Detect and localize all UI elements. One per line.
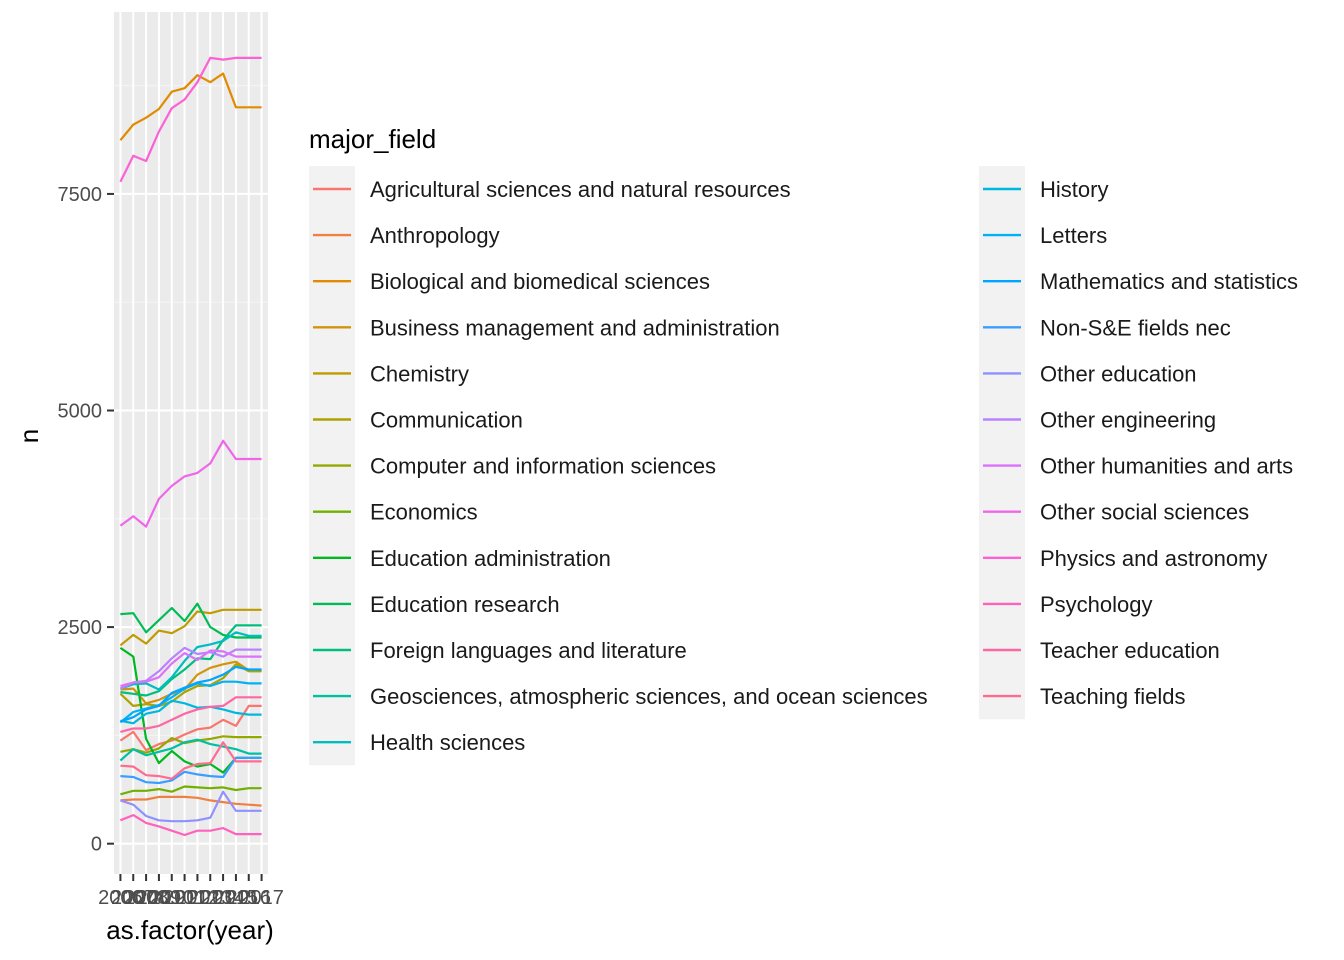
legend-label: Economics <box>370 500 478 525</box>
legend-label: Physics and astronomy <box>1040 546 1267 571</box>
series-line <box>119 738 262 762</box>
legend-label: Communication <box>370 408 523 433</box>
series-line <box>120 665 262 723</box>
x-tick-label: 2016 <box>227 887 272 909</box>
series-line <box>120 631 262 691</box>
x-tick-label: 2013 <box>188 887 233 909</box>
y-axis-title: n <box>14 429 44 443</box>
series-line <box>120 699 262 725</box>
legend-label: Teacher education <box>1040 638 1220 663</box>
legend-label: Biological and biomedical sciences <box>370 269 710 294</box>
series-line <box>119 704 262 752</box>
x-tick-label: 2008 <box>124 887 169 909</box>
series-line <box>119 813 262 837</box>
series-line <box>120 696 262 733</box>
series-line <box>120 785 262 796</box>
series-line <box>120 790 262 823</box>
x-tick-label: 2010 <box>150 887 195 909</box>
x-tick-label: 2006 <box>98 887 143 909</box>
legend-title: major_field <box>309 124 436 154</box>
legend-label: Agricultural sciences and natural resour… <box>370 177 791 202</box>
legend-label: Education research <box>370 592 560 617</box>
legend-label: Computer and information sciences <box>370 454 716 479</box>
legend-label: Psychology <box>1040 592 1153 617</box>
series-line <box>120 795 262 807</box>
y-tick-label: 2500 <box>58 617 103 639</box>
legend-label: Other humanities and arts <box>1040 454 1293 479</box>
legend: Agricultural sciences and natural resour… <box>309 166 1298 766</box>
y-tick-label: 5000 <box>58 401 103 423</box>
legend-label: Business management and administration <box>370 315 780 340</box>
legend-label: Geosciences, atmospheric sciences, and o… <box>370 684 928 709</box>
x-tick-label: 2017 <box>239 887 284 909</box>
series-line <box>120 602 262 639</box>
legend-label: Other engineering <box>1040 408 1216 433</box>
legend-label: Non-S&E fields nec <box>1040 315 1231 340</box>
y-axis: 0 2500 5000 7500 <box>58 184 114 856</box>
legend-label: Mathematics and statistics <box>1040 269 1298 294</box>
legend-label: Anthropology <box>370 223 500 248</box>
series-line <box>119 72 262 141</box>
series-lines <box>119 56 262 837</box>
series-line <box>120 649 262 688</box>
legend-label: Education administration <box>370 546 611 571</box>
legend-label: Other social sciences <box>1040 500 1249 525</box>
legend-label: Health sciences <box>370 730 525 755</box>
x-axis-title: as.factor(year) <box>106 915 274 945</box>
x-tick-label: 2015 <box>214 887 259 909</box>
series-line <box>120 660 262 705</box>
legend-label: Chemistry <box>370 361 469 386</box>
y-tick-label: 0 <box>91 834 102 856</box>
x-tick-label: 2012 <box>175 887 220 909</box>
series-line <box>120 756 262 785</box>
x-tick-label: 2007 <box>111 887 156 909</box>
panel-background <box>114 12 268 874</box>
legend-label: History <box>1040 177 1108 202</box>
x-tick-label: 2011 <box>163 887 206 909</box>
series-line <box>120 741 262 780</box>
legend-label: Letters <box>1040 223 1107 248</box>
series-line <box>119 608 262 647</box>
x-tick-label: 2009 <box>137 887 182 909</box>
legend-label: Other education <box>1040 361 1197 386</box>
plot-panel <box>114 12 268 874</box>
legend-key-background <box>979 166 1025 720</box>
series-line <box>119 439 262 528</box>
y-tick-label: 7500 <box>58 184 103 206</box>
x-tick-label: 2014 <box>201 887 246 909</box>
legend-label: Foreign languages and literature <box>370 638 687 663</box>
legend-label: Teaching fields <box>1040 684 1186 709</box>
x-axis: 2006200720082009201020112012201320142015… <box>98 874 284 909</box>
series-line <box>120 624 262 697</box>
series-line <box>119 56 262 183</box>
series-line <box>119 663 262 708</box>
